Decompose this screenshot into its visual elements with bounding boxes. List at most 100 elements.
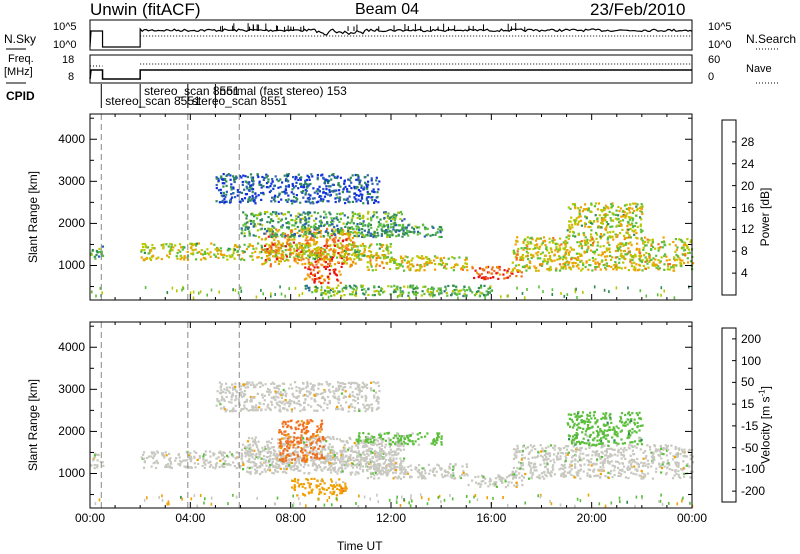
data-cell <box>329 484 332 487</box>
data-cell <box>402 443 405 446</box>
data-cell <box>306 445 309 449</box>
data-cell <box>348 179 352 182</box>
data-cell <box>289 454 292 457</box>
data-cell <box>318 488 321 491</box>
data-cell <box>294 458 297 461</box>
data-cell <box>399 444 402 447</box>
data-cell <box>345 252 348 255</box>
data-cell <box>347 237 350 240</box>
data-cell <box>307 224 310 227</box>
data-cell <box>394 229 397 232</box>
data-cell <box>372 211 375 214</box>
data-cell <box>190 457 193 460</box>
data-cell <box>368 467 371 470</box>
data-cell <box>664 253 667 256</box>
data-cell <box>320 461 323 464</box>
data-cell <box>377 234 380 237</box>
data-cell <box>296 246 299 249</box>
data-cell <box>405 232 408 235</box>
data-cell <box>353 196 356 199</box>
data-cell <box>329 213 332 216</box>
data-cell <box>365 196 369 199</box>
data-cell <box>421 257 424 260</box>
data-cell <box>295 217 298 220</box>
data-cell <box>246 187 249 190</box>
data-cell <box>362 214 365 217</box>
data-cell <box>188 454 191 457</box>
data-cell <box>202 455 205 458</box>
data-cell <box>278 249 281 252</box>
data-cell <box>246 175 249 179</box>
data-cell <box>616 234 619 237</box>
data-cell <box>409 267 412 270</box>
data-cell <box>316 277 319 280</box>
data-cell <box>301 253 304 256</box>
data-cell <box>514 243 517 246</box>
data-cell <box>515 256 518 259</box>
data-cell <box>303 448 306 451</box>
data-cell <box>292 439 296 442</box>
data-cell <box>441 476 444 479</box>
data-cell <box>297 485 300 488</box>
data-cell <box>150 455 153 458</box>
data-cell <box>323 467 326 470</box>
data-cell <box>574 205 577 208</box>
data-cell <box>403 259 406 262</box>
data-cell <box>663 263 666 266</box>
data-cell <box>361 252 364 255</box>
data-cell <box>198 250 201 254</box>
data-cell <box>583 234 586 237</box>
data-cell <box>277 240 280 243</box>
data-cell <box>309 482 312 485</box>
data-cell <box>412 287 415 290</box>
data-cell <box>315 465 318 468</box>
data-cell <box>357 443 360 446</box>
data-cell <box>372 460 375 464</box>
data-cell <box>310 214 313 217</box>
data-cell <box>646 444 649 447</box>
data-cell <box>651 264 654 267</box>
data-cell <box>495 481 498 484</box>
data-cell <box>522 257 525 260</box>
data-cell <box>638 263 641 266</box>
data-cell <box>282 256 285 259</box>
data-cell <box>529 237 532 240</box>
data-cell <box>605 268 608 271</box>
data-cell <box>467 484 470 487</box>
data-cell <box>204 453 207 456</box>
data-cell <box>466 289 469 292</box>
data-cell <box>440 292 443 295</box>
data-cell <box>331 485 334 488</box>
data-cell <box>404 469 407 472</box>
data-cell <box>631 259 634 262</box>
data-cell <box>161 453 164 457</box>
data-cell <box>507 481 510 484</box>
data-cell <box>254 441 257 444</box>
data-cell <box>611 212 614 215</box>
data-cell <box>676 246 679 249</box>
data-cell <box>203 462 206 465</box>
data-cell <box>286 441 289 444</box>
data-cell <box>389 451 393 454</box>
data-cell <box>141 243 144 246</box>
data-cell <box>306 211 309 214</box>
data-cell <box>603 444 606 447</box>
data-cell <box>451 468 454 472</box>
data-cell <box>582 232 585 235</box>
data-cell <box>625 253 628 256</box>
data-cell <box>355 187 358 190</box>
data-cell <box>597 202 601 205</box>
data-cell <box>530 242 533 245</box>
data-cell <box>573 219 576 222</box>
data-cell <box>252 453 255 456</box>
data-cell <box>237 291 240 295</box>
data-cell <box>608 250 611 254</box>
data-cell <box>665 255 668 258</box>
data-cell <box>378 462 381 465</box>
data-cell <box>543 254 546 257</box>
data-cell <box>293 485 297 488</box>
data-cell <box>297 478 300 481</box>
data-cell <box>369 463 372 466</box>
data-cell <box>348 243 351 246</box>
data-cell <box>500 295 502 299</box>
